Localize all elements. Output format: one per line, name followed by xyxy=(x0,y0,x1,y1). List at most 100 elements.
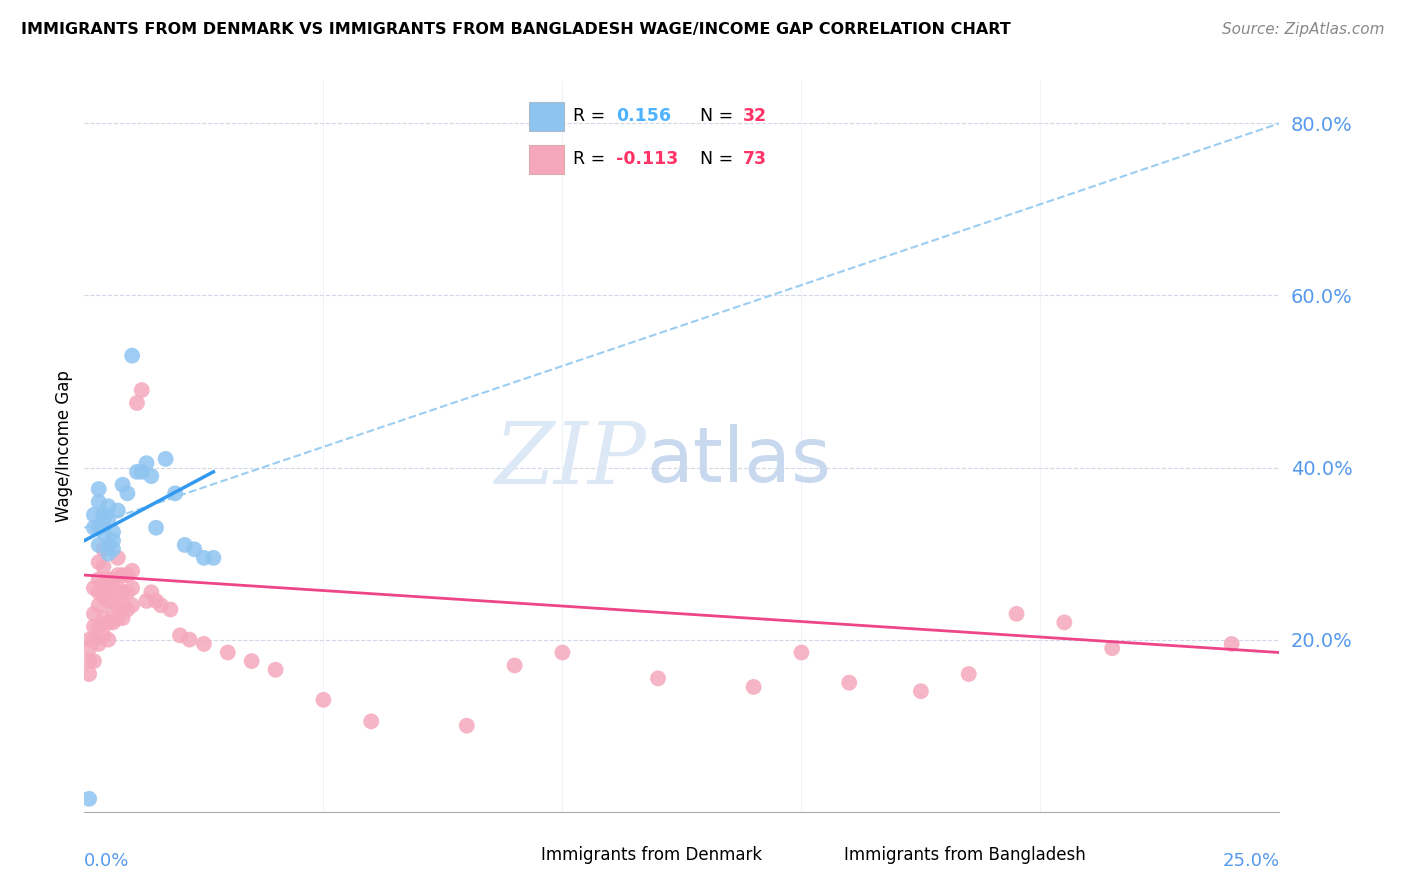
Point xyxy=(101,602,124,616)
Point xyxy=(111,477,134,491)
Point xyxy=(193,637,215,651)
Point xyxy=(169,628,191,642)
Point xyxy=(87,573,110,587)
Point xyxy=(117,602,139,616)
Point xyxy=(93,512,115,526)
Point xyxy=(101,542,124,557)
Point xyxy=(111,568,134,582)
Point xyxy=(117,568,139,582)
Point xyxy=(77,641,100,656)
Point xyxy=(647,671,669,685)
Text: 0.156: 0.156 xyxy=(616,107,671,126)
Point xyxy=(742,680,765,694)
Point xyxy=(97,594,120,608)
Text: Immigrants from Bangladesh: Immigrants from Bangladesh xyxy=(844,846,1085,863)
Text: N =: N = xyxy=(700,150,738,169)
Point xyxy=(107,550,129,565)
Y-axis label: Wage/Income Gap: Wage/Income Gap xyxy=(55,370,73,522)
Point xyxy=(264,663,287,677)
Point xyxy=(83,581,105,595)
Text: Immigrants from Denmark: Immigrants from Denmark xyxy=(541,846,762,863)
Point xyxy=(183,542,205,557)
Bar xyxy=(530,102,564,131)
Point xyxy=(121,564,143,578)
Point xyxy=(101,585,124,599)
Point xyxy=(83,632,105,647)
Text: 32: 32 xyxy=(742,107,768,126)
Point xyxy=(131,383,153,397)
Point xyxy=(790,646,813,660)
Point xyxy=(910,684,932,698)
Text: N =: N = xyxy=(700,107,738,126)
Text: 73: 73 xyxy=(742,150,766,169)
Point xyxy=(77,632,100,647)
Point xyxy=(77,667,100,681)
Point xyxy=(312,693,335,707)
Point xyxy=(1101,641,1123,656)
Point xyxy=(97,573,120,587)
Point xyxy=(97,500,120,514)
Point xyxy=(87,482,110,496)
Point xyxy=(551,646,574,660)
Point xyxy=(240,654,263,668)
Point xyxy=(121,598,143,612)
Point xyxy=(159,602,181,616)
Point xyxy=(97,615,120,630)
Point xyxy=(87,521,110,535)
Text: Source: ZipAtlas.com: Source: ZipAtlas.com xyxy=(1222,22,1385,37)
Point xyxy=(217,646,239,660)
Point xyxy=(93,590,115,604)
Point xyxy=(125,465,148,479)
Point xyxy=(503,658,526,673)
Point xyxy=(87,538,110,552)
Point xyxy=(77,654,100,668)
Point xyxy=(77,792,100,806)
Point xyxy=(87,555,110,569)
Point xyxy=(135,456,157,470)
Point xyxy=(107,568,129,582)
Point xyxy=(101,573,124,587)
Text: IMMIGRANTS FROM DENMARK VS IMMIGRANTS FROM BANGLADESH WAGE/INCOME GAP CORRELATIO: IMMIGRANTS FROM DENMARK VS IMMIGRANTS FR… xyxy=(21,22,1011,37)
Point xyxy=(131,465,153,479)
Point xyxy=(101,615,124,630)
Text: R =: R = xyxy=(572,150,610,169)
Point xyxy=(83,508,105,522)
Point xyxy=(107,503,129,517)
Point xyxy=(83,620,105,634)
Point xyxy=(83,521,105,535)
Point xyxy=(97,585,120,599)
Point xyxy=(360,714,382,729)
Point xyxy=(93,628,115,642)
Point xyxy=(117,585,139,599)
Point xyxy=(83,654,105,668)
Point xyxy=(97,538,120,552)
Text: ZIP: ZIP xyxy=(494,419,647,502)
Point xyxy=(135,594,157,608)
Point xyxy=(101,524,124,539)
Point xyxy=(93,559,115,574)
Point xyxy=(957,667,980,681)
Point xyxy=(97,547,120,561)
Point xyxy=(155,451,177,466)
Point xyxy=(121,581,143,595)
Point xyxy=(93,542,115,557)
Point xyxy=(111,585,134,599)
Text: 25.0%: 25.0% xyxy=(1222,852,1279,870)
Point xyxy=(93,576,115,591)
Point xyxy=(107,598,129,612)
Point xyxy=(1053,615,1076,630)
Point xyxy=(149,598,172,612)
Text: R =: R = xyxy=(572,107,610,126)
Point xyxy=(145,521,167,535)
Point xyxy=(93,508,115,522)
Point xyxy=(111,598,134,612)
Text: -0.113: -0.113 xyxy=(616,150,678,169)
Point xyxy=(97,632,120,647)
Point xyxy=(93,611,115,625)
Point xyxy=(179,632,201,647)
Text: 0.0%: 0.0% xyxy=(84,852,129,870)
Point xyxy=(141,585,163,599)
Bar xyxy=(530,145,564,174)
Point xyxy=(125,396,148,410)
Point xyxy=(838,675,860,690)
